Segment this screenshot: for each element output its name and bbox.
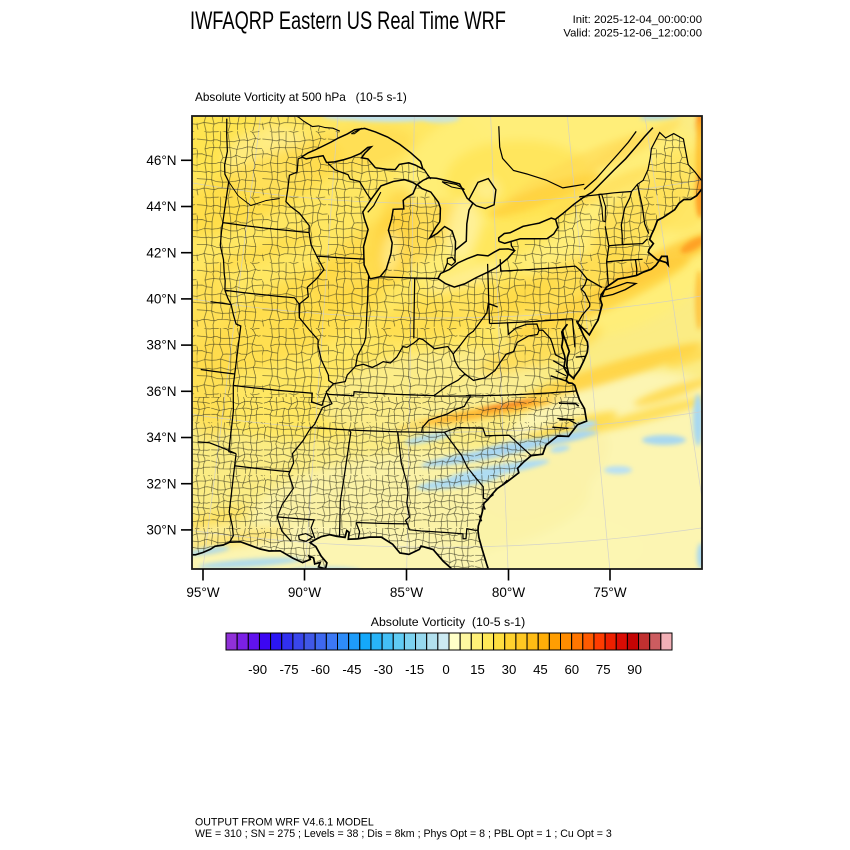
svg-text:-75: -75 [279,662,298,677]
svg-text:-90: -90 [248,662,267,677]
svg-text:Absolute Vorticity (10-5 s-1): Absolute Vorticity (10-5 s-1) [371,615,525,629]
svg-text:30°N: 30°N [146,523,176,538]
svg-text:44°N: 44°N [146,199,176,214]
svg-text:30: 30 [502,662,517,677]
svg-text:90°W: 90°W [288,585,321,600]
svg-text:15: 15 [470,662,485,677]
svg-text:36°N: 36°N [146,384,176,399]
svg-text:75: 75 [596,662,611,677]
svg-text:80°W: 80°W [492,585,525,600]
svg-text:WE = 310 ; SN = 275 ; Levels =: WE = 310 ; SN = 275 ; Levels = 38 ; Dis … [195,828,612,840]
svg-text:IWFAQRP Eastern US Real Time W: IWFAQRP Eastern US Real Time WRF [190,6,506,35]
svg-text:40°N: 40°N [146,292,176,307]
svg-text:0: 0 [442,662,449,677]
svg-text:95°W: 95°W [186,585,219,600]
svg-text:Init: 2025-12-04_00:00:00: Init: 2025-12-04_00:00:00 [573,14,702,26]
svg-text:38°N: 38°N [146,338,176,353]
svg-text:Absolute Vorticity at 500 hPa: Absolute Vorticity at 500 hPa (10-5 s-1) [195,90,407,104]
svg-text:OUTPUT FROM WRF V4.6.1 MODEL: OUTPUT FROM WRF V4.6.1 MODEL [195,817,374,829]
svg-text:-45: -45 [342,662,361,677]
svg-text:85°W: 85°W [390,585,423,600]
svg-text:46°N: 46°N [146,153,176,168]
svg-text:42°N: 42°N [146,245,176,260]
svg-text:45: 45 [533,662,548,677]
svg-text:75°W: 75°W [593,585,626,600]
svg-text:-15: -15 [405,662,424,677]
svg-text:-60: -60 [311,662,330,677]
svg-text:34°N: 34°N [146,430,176,445]
svg-text:90: 90 [627,662,642,677]
svg-text:Valid: 2025-12-06_12:00:00: Valid: 2025-12-06_12:00:00 [563,28,702,40]
svg-text:-30: -30 [374,662,393,677]
svg-text:60: 60 [564,662,579,677]
svg-text:32°N: 32°N [146,476,176,491]
